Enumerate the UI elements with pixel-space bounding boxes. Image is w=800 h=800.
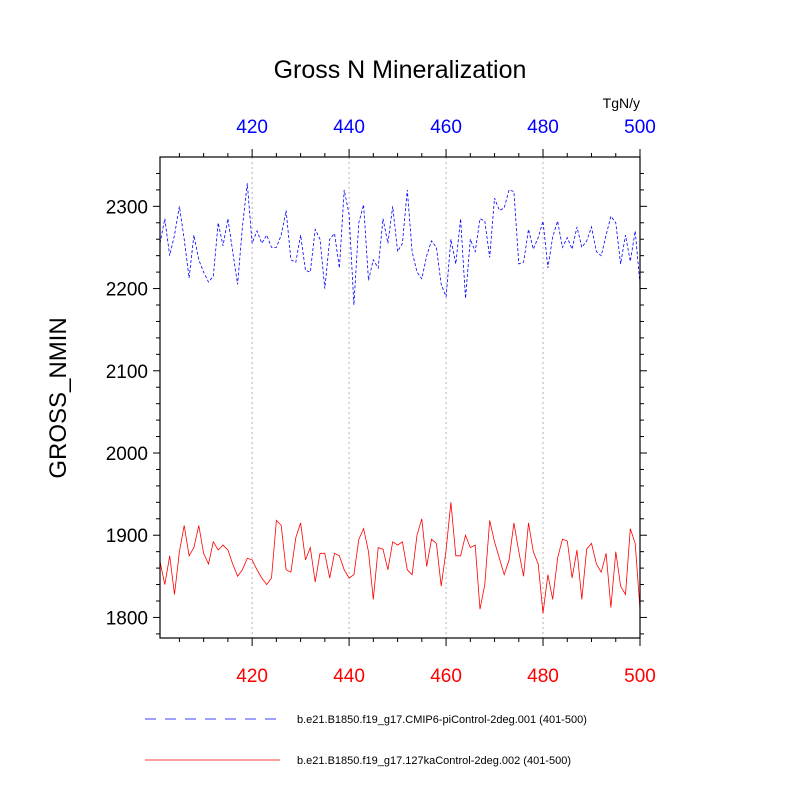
x-tick-label-bottom: 500 bbox=[624, 666, 656, 687]
y-tick-label: 2100 bbox=[106, 362, 148, 383]
x-tick-label-top: 500 bbox=[624, 117, 656, 138]
series-line-2 bbox=[159, 502, 641, 614]
legend: b.e21.B1850.f19_g17.CMIP6-piControl-2deg… bbox=[145, 714, 587, 767]
axes bbox=[159, 156, 641, 639]
x-tick-label-bottom: 420 bbox=[236, 666, 268, 687]
y-tick-label: 1800 bbox=[106, 608, 148, 629]
y-tick-label: 2000 bbox=[106, 444, 148, 465]
ticks: 1800 1900 2000 2100 2200 2300 420 420 440 440 460 4… bbox=[106, 117, 656, 687]
x-tick-label-top: 480 bbox=[527, 117, 559, 138]
legend-label-2: b.e21.B1850.f19_g17.127kaControl-2deg.00… bbox=[297, 755, 571, 767]
x-tick-label-top: 420 bbox=[236, 117, 268, 138]
y-axis-label: GROSS_NMIN bbox=[45, 317, 72, 478]
gridlines bbox=[251, 157, 544, 638]
x-tick-label-bottom: 460 bbox=[430, 666, 462, 687]
legend-label-1: b.e21.B1850.f19_g17.CMIP6-piControl-2deg… bbox=[297, 714, 587, 726]
plot-frame bbox=[159, 156, 641, 639]
series-layer bbox=[159, 183, 641, 614]
chart-title: Gross N Mineralization bbox=[274, 56, 527, 84]
x-tick-label-bottom: 480 bbox=[527, 666, 559, 687]
x-tick-label-top: 460 bbox=[430, 117, 462, 138]
series-line-1 bbox=[159, 183, 641, 306]
x-tick-label-bottom: 440 bbox=[333, 666, 365, 687]
y-tick-label: 2300 bbox=[106, 197, 148, 218]
y-tick-label: 1900 bbox=[106, 526, 148, 547]
y-tick-label: 2200 bbox=[106, 280, 148, 301]
x-tick-label-top: 440 bbox=[333, 117, 365, 138]
units-label: TgN/y bbox=[603, 95, 640, 111]
